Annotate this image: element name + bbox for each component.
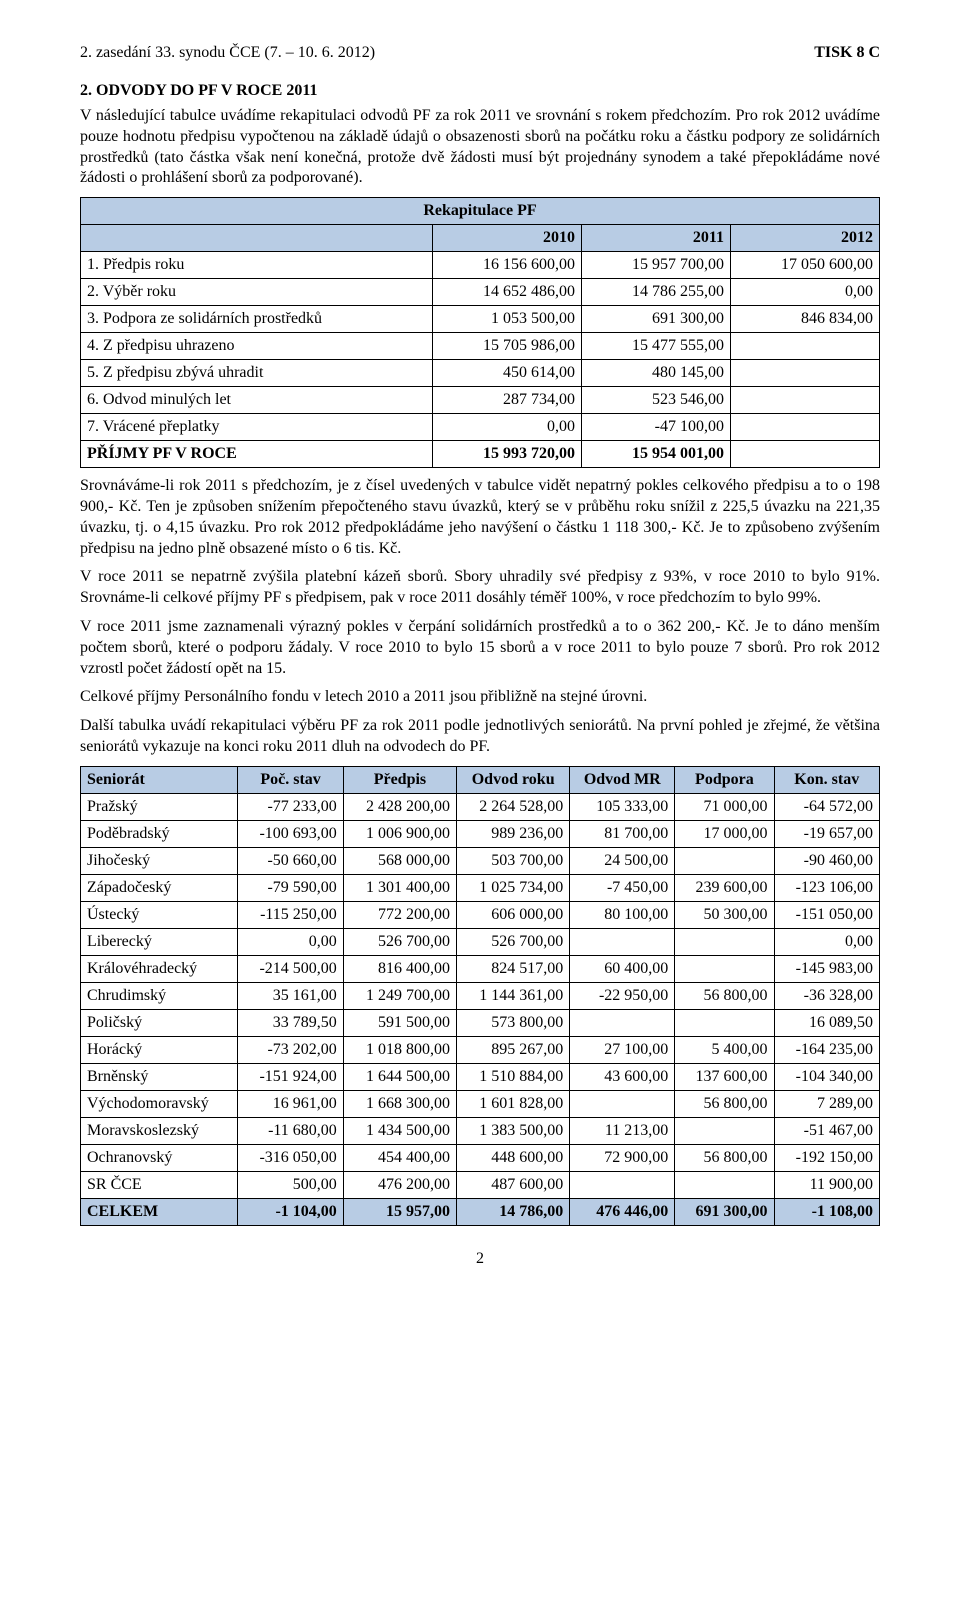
paragraph-5: Celkové příjmy Personálního fondu v lete… bbox=[80, 687, 880, 708]
table-row: Liberecký0,00526 700,00526 700,000,00 bbox=[81, 928, 880, 955]
table1-year-2010: 2010 bbox=[433, 225, 582, 252]
table-row: 4. Z předpisu uhrazeno15 705 986,0015 47… bbox=[81, 333, 880, 360]
table-row: Moravskoslezský-11 680,001 434 500,001 3… bbox=[81, 1117, 880, 1144]
table-row: Poděbradský-100 693,001 006 900,00989 23… bbox=[81, 820, 880, 847]
table-senioraty: Seniorát Poč. stav Předpis Odvod roku Od… bbox=[80, 766, 880, 1226]
table-row: Západočeský-79 590,001 301 400,001 025 7… bbox=[81, 874, 880, 901]
table2-header-row: Seniorát Poč. stav Předpis Odvod roku Od… bbox=[81, 766, 880, 793]
table-row: Brněnský-151 924,001 644 500,001 510 884… bbox=[81, 1063, 880, 1090]
table-row: 2. Výběr roku14 652 486,0014 786 255,000… bbox=[81, 279, 880, 306]
paragraph-intro: V následující tabulce uvádíme rekapitula… bbox=[80, 106, 880, 189]
paragraph-2: Srovnáváme-li rok 2011 s předchozím, je … bbox=[80, 476, 880, 559]
table-row: 1. Předpis roku16 156 600,0015 957 700,0… bbox=[81, 252, 880, 279]
table-row: Horácký-73 202,001 018 800,00895 267,002… bbox=[81, 1036, 880, 1063]
table-row: 6. Odvod minulých let287 734,00523 546,0… bbox=[81, 387, 880, 414]
table-row: 7. Vrácené přeplatky0,00-47 100,00 bbox=[81, 414, 880, 441]
table1-year-2011: 2011 bbox=[581, 225, 730, 252]
table1-blank-header bbox=[81, 225, 433, 252]
table-row: 3. Podpora ze solidárních prostředků1 05… bbox=[81, 306, 880, 333]
table-row: Královéhradecký-214 500,00816 400,00824 … bbox=[81, 955, 880, 982]
table1-title: Rekapitulace PF bbox=[81, 198, 880, 225]
doc-print-number: TISK 8 C bbox=[814, 44, 880, 62]
table-row: 5. Z předpisu zbývá uhradit450 614,00480… bbox=[81, 360, 880, 387]
table-row: Východomoravský16 961,001 668 300,001 60… bbox=[81, 1090, 880, 1117]
table-row: Pražský-77 233,002 428 200,002 264 528,0… bbox=[81, 793, 880, 820]
table-row: Ústecký-115 250,00772 200,00606 000,0080… bbox=[81, 901, 880, 928]
table-row: Jihočeský-50 660,00568 000,00503 700,002… bbox=[81, 847, 880, 874]
table1-total-row: PŘÍJMY PF V ROCE15 993 720,0015 954 001,… bbox=[81, 441, 880, 468]
section-title: 2. ODVODY DO PF V ROCE 2011 bbox=[80, 82, 880, 100]
table-row: Chrudimský35 161,001 249 700,001 144 361… bbox=[81, 982, 880, 1009]
paragraph-6: Další tabulka uvádí rekapitulaci výběru … bbox=[80, 716, 880, 758]
paragraph-3: V roce 2011 se nepatrně zvýšila platební… bbox=[80, 567, 880, 609]
table-row: SR ČCE500,00476 200,00487 600,0011 900,0… bbox=[81, 1171, 880, 1198]
table-row: Ochranovský-316 050,00454 400,00448 600,… bbox=[81, 1144, 880, 1171]
paragraph-4: V roce 2011 jsme zaznamenali výrazný pok… bbox=[80, 617, 880, 679]
table2-total-row: CELKEM -1 104,00 15 957,00 14 786,00 476… bbox=[81, 1198, 880, 1225]
table1-year-2012: 2012 bbox=[730, 225, 879, 252]
table-row: Poličský33 789,50591 500,00573 800,0016 … bbox=[81, 1009, 880, 1036]
page-number: 2 bbox=[80, 1250, 880, 1268]
table-rekapitulace-pf: Rekapitulace PF 2010 2011 2012 1. Předpi… bbox=[80, 197, 880, 468]
doc-meeting-info: 2. zasedání 33. synodu ČCE (7. – 10. 6. … bbox=[80, 44, 375, 62]
